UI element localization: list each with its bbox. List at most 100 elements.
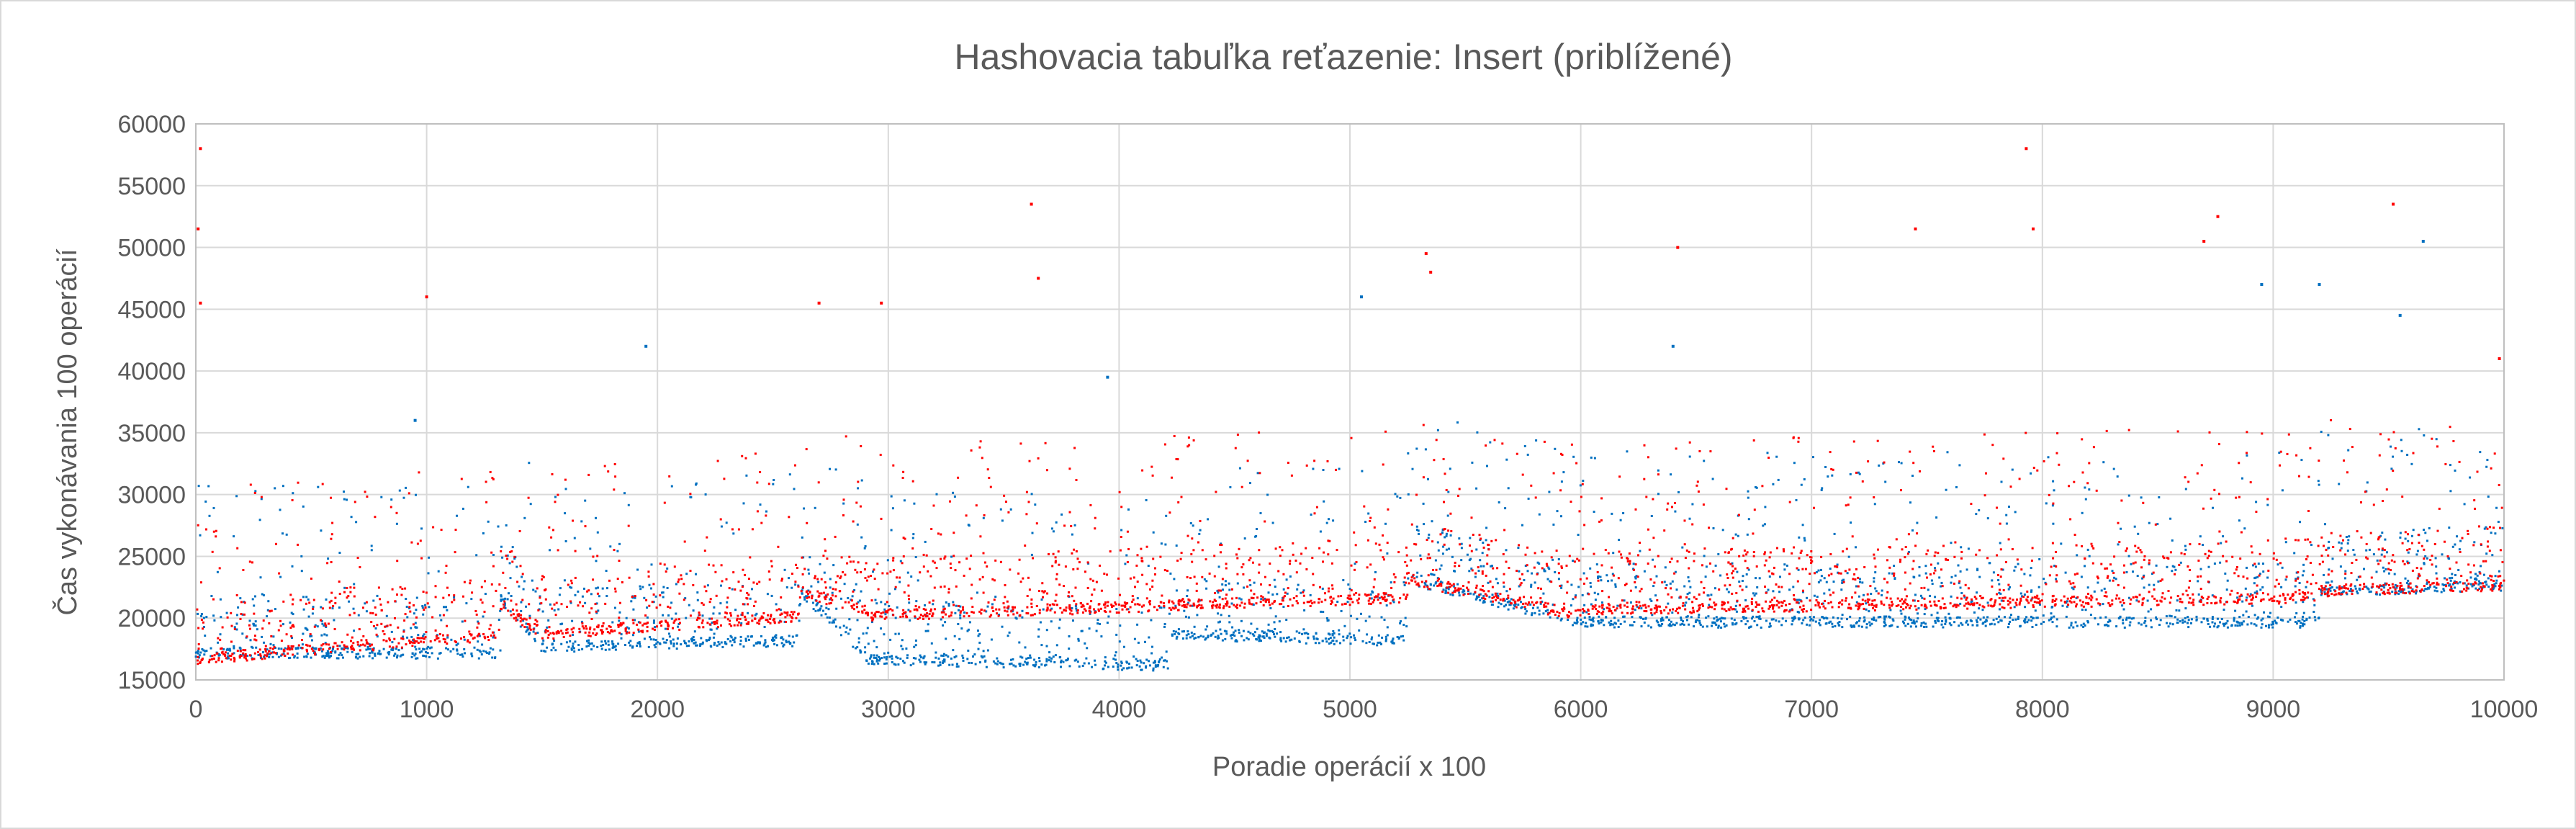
data-point (1720, 626, 1723, 629)
data-point (2005, 522, 2008, 525)
data-point (666, 628, 669, 630)
data-point (520, 609, 523, 612)
data-point (1104, 656, 1107, 659)
data-point (1643, 621, 1646, 624)
data-point (213, 619, 216, 622)
data-point (763, 642, 766, 645)
data-point (824, 594, 827, 597)
data-point (2007, 626, 2009, 629)
data-point (1354, 637, 1356, 640)
data-point (257, 650, 260, 653)
data-point (747, 603, 749, 606)
data-point (1853, 625, 1856, 628)
data-point (1937, 620, 1940, 622)
data-point (845, 631, 847, 634)
data-point (2375, 593, 2377, 596)
data-point (422, 613, 425, 616)
data-point (262, 594, 265, 596)
data-point (398, 489, 401, 492)
data-point (2236, 624, 2239, 627)
data-point (1417, 529, 1420, 532)
data-point (505, 555, 508, 557)
data-point (420, 637, 423, 640)
data-point (1466, 553, 1469, 556)
data-point (1299, 562, 1302, 565)
data-point (655, 642, 658, 645)
data-point (873, 640, 875, 642)
data-point (2030, 619, 2033, 622)
data-point (371, 612, 374, 614)
data-point (677, 581, 680, 583)
data-point (1377, 641, 1379, 644)
data-point (1402, 624, 1405, 627)
data-point (1303, 609, 1306, 611)
data-point (2111, 570, 2114, 573)
data-point (557, 632, 560, 635)
data-point (1841, 614, 1844, 617)
data-point (2494, 575, 2497, 578)
data-point (1371, 636, 1374, 639)
data-point (1030, 493, 1033, 496)
data-point (1300, 591, 1302, 594)
data-point (652, 601, 655, 604)
data-point (1258, 563, 1261, 566)
data-point (1757, 617, 1760, 620)
data-point (1325, 521, 1328, 524)
data-point (1883, 615, 1886, 618)
data-point (1913, 576, 1916, 579)
data-point (211, 655, 214, 658)
data-point (2125, 618, 2127, 621)
data-point (2150, 608, 2153, 611)
data-point (1462, 591, 1464, 593)
data-point (1904, 615, 1906, 618)
data-point (1711, 478, 1714, 480)
data-point (834, 588, 837, 591)
data-point (321, 607, 324, 610)
data-point (694, 641, 697, 644)
data-point (1198, 532, 1201, 535)
data-point (241, 613, 244, 616)
data-point (1949, 617, 1952, 619)
data-point (1925, 625, 1928, 628)
data-point (415, 648, 418, 651)
data-point (472, 637, 474, 640)
data-point (1527, 497, 1530, 500)
data-point (659, 642, 662, 645)
data-point (1796, 611, 1799, 613)
data-point (2262, 563, 2264, 565)
data-point (1004, 584, 1006, 586)
plot-area-border (195, 123, 2505, 681)
data-point (983, 514, 986, 516)
data-point (492, 648, 495, 651)
data-point (528, 462, 531, 465)
data-point (1240, 598, 1243, 601)
data-point (2485, 583, 2488, 586)
data-point (922, 565, 925, 568)
data-point (1120, 536, 1122, 538)
data-point (915, 600, 918, 603)
data-point (783, 643, 785, 646)
data-point (910, 575, 913, 578)
data-point (1145, 665, 1148, 668)
data-point (438, 614, 441, 617)
data-point (539, 595, 541, 598)
data-point (726, 596, 729, 599)
data-point (508, 562, 511, 565)
data-point (2433, 589, 2436, 592)
data-point (843, 583, 846, 586)
data-point (2406, 560, 2409, 563)
data-point (1350, 564, 1353, 567)
data-point (527, 496, 530, 499)
data-point (1717, 626, 1720, 629)
data-point (1434, 559, 1437, 562)
data-point (222, 653, 225, 655)
data-point (1298, 640, 1301, 642)
data-point (1400, 635, 1402, 638)
data-point (536, 632, 539, 634)
data-point (325, 655, 328, 658)
data-point (953, 656, 956, 659)
data-point (239, 650, 242, 653)
data-point (332, 645, 335, 648)
data-point (596, 592, 599, 595)
data-point (685, 617, 688, 619)
